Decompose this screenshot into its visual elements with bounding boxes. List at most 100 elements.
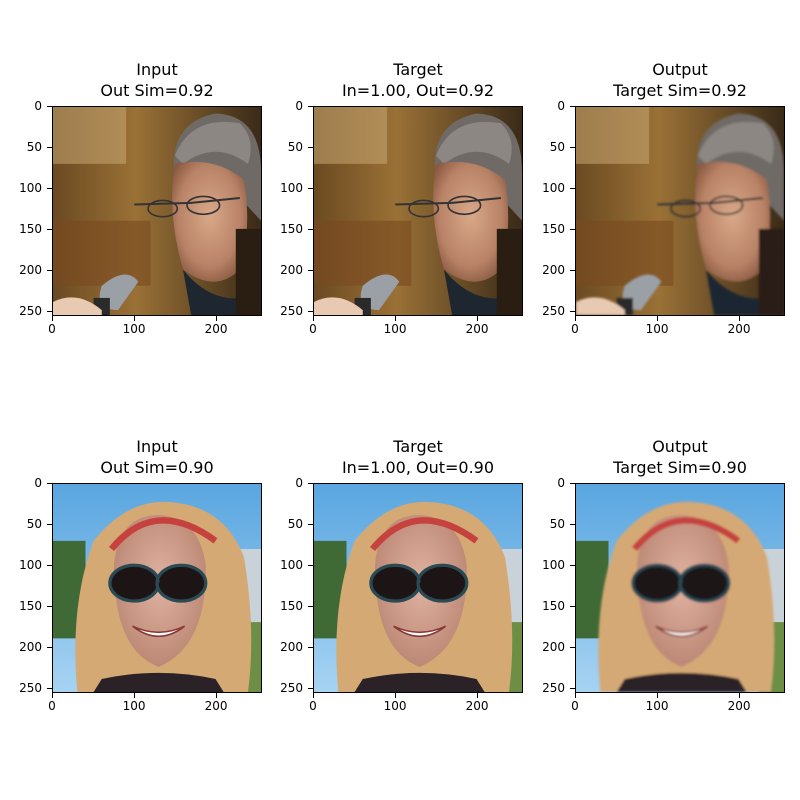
y-tick-mark bbox=[308, 565, 313, 567]
y-tick-mark bbox=[308, 188, 313, 190]
y-tick-mark bbox=[47, 147, 52, 149]
y-tick-mark bbox=[308, 483, 313, 484]
x-tick-mark bbox=[216, 316, 218, 321]
x-tick-label: 100 bbox=[645, 699, 669, 713]
x-tick-label: 200 bbox=[204, 322, 228, 336]
y-tick-mark bbox=[47, 229, 52, 231]
y-tick-label: 250 bbox=[542, 304, 565, 319]
y-tick-mark bbox=[570, 606, 575, 608]
y-tick-label: 150 bbox=[542, 599, 565, 614]
y-tick-label: 0 bbox=[34, 476, 42, 490]
y-tick-label: 250 bbox=[19, 304, 42, 319]
y-tick-label: 200 bbox=[19, 263, 42, 278]
y-tick-label: 250 bbox=[542, 681, 565, 696]
y-tick-label: 250 bbox=[280, 681, 303, 696]
x-tick-mark bbox=[134, 693, 136, 698]
panel-subtitle: In=1.00, Out=0.90 bbox=[341, 458, 495, 477]
panel-subtitle: Target Sim=0.92 bbox=[613, 81, 747, 100]
y-tick-mark bbox=[47, 483, 52, 484]
x-tick-label: 200 bbox=[727, 699, 751, 713]
y-tick-label: 150 bbox=[19, 222, 42, 237]
y-tick-mark bbox=[47, 106, 52, 107]
y-tick-mark bbox=[570, 147, 575, 149]
y-tick-label: 100 bbox=[19, 558, 42, 573]
x-tick-label: 0 bbox=[309, 322, 317, 336]
panel-title: Target bbox=[393, 437, 443, 456]
y-tick-label: 100 bbox=[280, 181, 303, 196]
y-tick-label: 50 bbox=[287, 517, 303, 532]
y-tick-mark bbox=[308, 147, 313, 149]
x-tick-mark bbox=[52, 693, 53, 698]
x-tick-mark bbox=[657, 693, 659, 698]
x-tick-label: 200 bbox=[204, 699, 228, 713]
y-tick-mark bbox=[308, 524, 313, 526]
face-image bbox=[52, 106, 262, 316]
y-tick-mark bbox=[47, 311, 52, 313]
y-tick-label: 50 bbox=[26, 517, 42, 532]
y-tick-label: 0 bbox=[295, 99, 303, 113]
y-tick-mark bbox=[47, 647, 52, 649]
x-tick-label: 200 bbox=[465, 699, 489, 713]
y-tick-mark bbox=[570, 311, 575, 313]
y-tick-mark bbox=[47, 606, 52, 608]
y-tick-label: 100 bbox=[542, 181, 565, 196]
x-tick-label: 0 bbox=[48, 699, 56, 713]
y-tick-label: 200 bbox=[542, 263, 565, 278]
y-tick-label: 250 bbox=[280, 304, 303, 319]
x-tick-mark bbox=[313, 316, 314, 321]
x-tick-mark bbox=[739, 693, 741, 698]
y-tick-label: 50 bbox=[26, 140, 42, 155]
y-tick-label: 150 bbox=[19, 599, 42, 614]
x-tick-mark bbox=[575, 316, 576, 321]
panel-title: Input bbox=[136, 60, 178, 79]
y-tick-mark bbox=[47, 688, 52, 690]
y-tick-label: 100 bbox=[280, 558, 303, 573]
y-tick-label: 150 bbox=[542, 222, 565, 237]
y-tick-mark bbox=[308, 606, 313, 608]
y-tick-label: 0 bbox=[557, 476, 565, 490]
x-tick-label: 100 bbox=[383, 699, 407, 713]
y-tick-mark bbox=[47, 524, 52, 526]
y-tick-mark bbox=[570, 229, 575, 231]
x-tick-mark bbox=[477, 693, 479, 698]
y-tick-mark bbox=[47, 270, 52, 272]
face-image bbox=[313, 483, 523, 693]
y-tick-mark bbox=[570, 524, 575, 526]
x-tick-label: 0 bbox=[48, 322, 56, 336]
x-tick-label: 0 bbox=[309, 699, 317, 713]
y-tick-label: 50 bbox=[287, 140, 303, 155]
face-image bbox=[575, 106, 785, 316]
y-tick-label: 50 bbox=[549, 140, 565, 155]
panel-title: Output bbox=[652, 437, 708, 456]
panel-title: Target bbox=[393, 60, 443, 79]
y-tick-mark bbox=[308, 647, 313, 649]
x-tick-label: 200 bbox=[727, 322, 751, 336]
x-tick-mark bbox=[657, 316, 659, 321]
y-tick-label: 0 bbox=[295, 476, 303, 490]
y-tick-label: 0 bbox=[557, 99, 565, 113]
face-image bbox=[313, 106, 523, 316]
panel-title: Output bbox=[652, 60, 708, 79]
y-tick-label: 100 bbox=[19, 181, 42, 196]
y-tick-mark bbox=[570, 647, 575, 649]
y-tick-mark bbox=[47, 188, 52, 190]
y-tick-mark bbox=[570, 688, 575, 690]
y-tick-mark bbox=[570, 188, 575, 190]
y-tick-mark bbox=[570, 483, 575, 484]
x-tick-label: 100 bbox=[122, 699, 146, 713]
y-tick-label: 150 bbox=[280, 222, 303, 237]
x-tick-label: 0 bbox=[571, 699, 579, 713]
y-tick-label: 200 bbox=[280, 640, 303, 655]
x-tick-mark bbox=[313, 693, 314, 698]
y-tick-mark bbox=[308, 688, 313, 690]
y-tick-mark bbox=[570, 270, 575, 272]
x-tick-mark bbox=[739, 316, 741, 321]
panel-title: Input bbox=[136, 437, 178, 456]
y-tick-mark bbox=[308, 106, 313, 107]
panel-subtitle: In=1.00, Out=0.92 bbox=[341, 81, 495, 100]
x-tick-mark bbox=[52, 316, 53, 321]
y-tick-mark bbox=[47, 565, 52, 567]
y-tick-mark bbox=[570, 106, 575, 107]
face-image bbox=[575, 483, 785, 693]
y-tick-mark bbox=[570, 565, 575, 567]
